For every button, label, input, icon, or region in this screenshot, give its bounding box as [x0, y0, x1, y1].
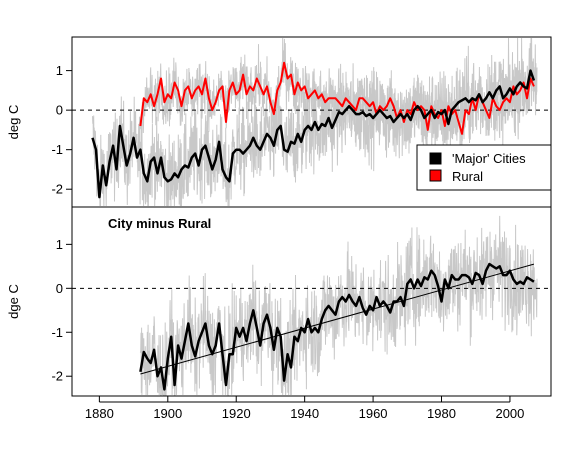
- bottom-panel-title: City minus Rural: [108, 216, 211, 231]
- legend-swatch-major-cities: [429, 152, 442, 165]
- top-y-axis-label: deg C: [6, 105, 21, 140]
- city-minus-rural-series-line: [139, 262, 535, 391]
- x-tick-label: 1960: [359, 406, 388, 421]
- bottom-panel-frame: [71, 206, 552, 397]
- y-tick-label: 0: [56, 281, 63, 296]
- bottom-panel: -2 -1 0 1 1880 1900 1920 1940 1960 1980 2000 dge …: [6, 215, 551, 421]
- x-tick-label: 1980: [427, 406, 456, 421]
- bottom-trend-line: [140, 263, 535, 375]
- x-tick-label: 1920: [222, 406, 251, 421]
- x-tick-label: 1880: [85, 406, 114, 421]
- y-tick-label: 1: [56, 63, 63, 78]
- x-tick-label: 1940: [290, 406, 319, 421]
- top-y-axis: -2 -1 0 1: [51, 63, 72, 197]
- top-series-group: [91, 61, 536, 199]
- y-tick-label: -2: [51, 182, 63, 197]
- x-tick-label: 1900: [153, 406, 182, 421]
- major-cities-series-line: [91, 69, 536, 199]
- legend-swatch-rural: [429, 169, 442, 182]
- y-tick-label: -2: [51, 369, 63, 384]
- bottom-y-axis-label: dge C: [6, 284, 21, 319]
- legend-label-rural: Rural: [452, 169, 483, 184]
- x-tick-label: 2000: [495, 406, 524, 421]
- x-axis: 1880 1900 1920 1940 1960 1980 2000: [85, 396, 524, 421]
- top-panel: -2 -1 0 1 deg C 'Major' Cities Rural: [6, 37, 552, 207]
- legend-label-major-cities: 'Major' Cities: [452, 151, 526, 166]
- legend: 'Major' Cities Rural: [416, 144, 552, 191]
- y-tick-label: 1: [56, 237, 63, 252]
- y-tick-label: -1: [51, 325, 63, 340]
- rural-series-line: [139, 61, 535, 135]
- y-tick-label: 0: [56, 103, 63, 118]
- bottom-series-group: [139, 262, 535, 391]
- y-tick-label: -1: [51, 142, 63, 157]
- bottom-y-axis: -2 -1 0 1: [51, 237, 72, 384]
